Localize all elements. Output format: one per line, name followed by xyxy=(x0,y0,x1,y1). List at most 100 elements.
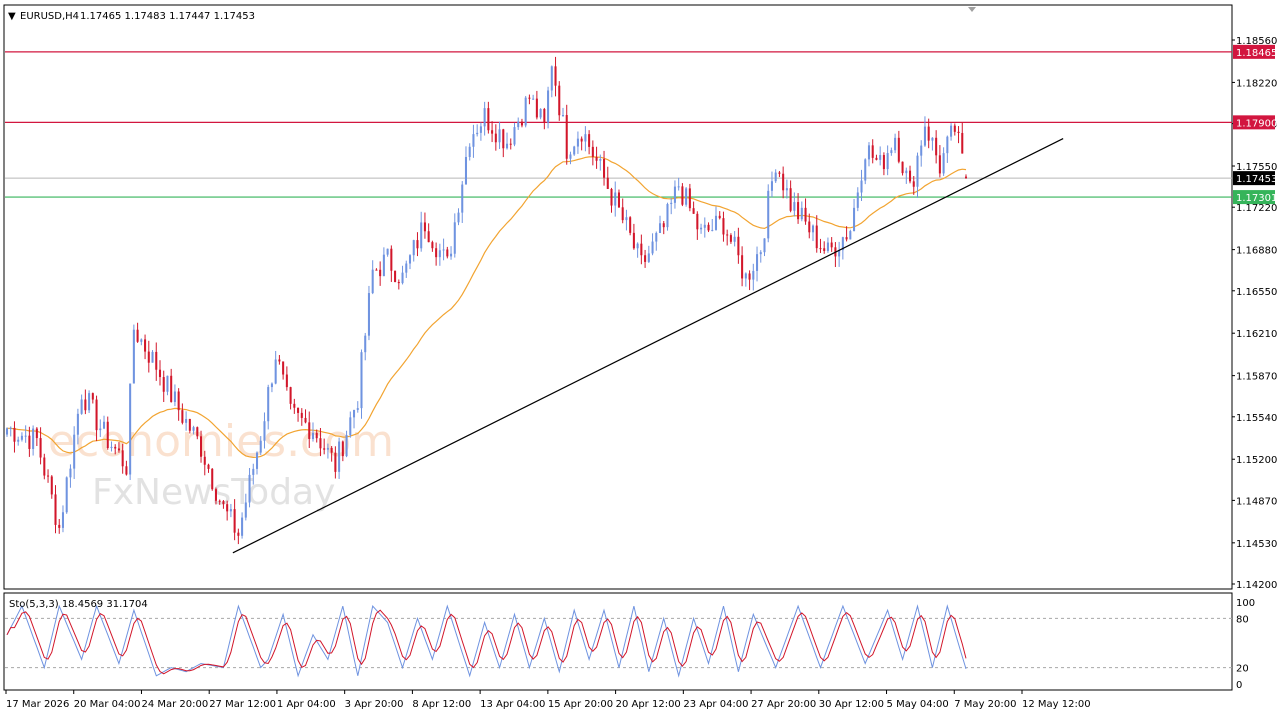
candle-body xyxy=(569,154,572,159)
candle-body xyxy=(595,156,598,161)
chart-symbol: EURUSD,H4 xyxy=(20,11,79,22)
candle-body xyxy=(405,263,408,273)
candle xyxy=(565,104,568,165)
level-tag-current-price xyxy=(1233,171,1275,186)
candle-body xyxy=(696,213,699,230)
candle-body xyxy=(136,329,139,342)
candle xyxy=(450,246,453,260)
candle-body xyxy=(65,477,68,513)
candle-body xyxy=(692,208,695,214)
candle xyxy=(379,261,382,286)
candle-body xyxy=(397,282,400,284)
x-axis-label: 23 Apr 04:00 xyxy=(683,699,748,710)
candle-body xyxy=(759,252,762,255)
x-axis-label: 5 May 04:00 xyxy=(887,699,949,710)
candle-body xyxy=(748,273,751,280)
candle-body xyxy=(420,222,423,249)
candle-body xyxy=(823,248,826,251)
candle-body xyxy=(110,446,113,449)
candle xyxy=(509,138,512,150)
candle xyxy=(192,425,195,435)
candle xyxy=(845,226,848,242)
candle-body xyxy=(886,153,889,170)
stochastic-frame xyxy=(3,592,1233,691)
candle xyxy=(106,416,109,450)
candle xyxy=(47,469,50,483)
candle xyxy=(658,215,662,234)
candle-body xyxy=(890,150,893,154)
candle-body xyxy=(793,202,796,211)
candle-body xyxy=(543,108,546,123)
candle xyxy=(28,426,31,457)
candle-body xyxy=(957,131,960,133)
candle xyxy=(177,388,180,421)
candle-body xyxy=(617,192,620,208)
scroll-marker-icon[interactable] xyxy=(968,7,976,12)
main-chart-frame xyxy=(3,4,1233,590)
candle xyxy=(916,152,919,198)
candle-body xyxy=(804,207,807,222)
candle xyxy=(468,143,471,161)
candle-body xyxy=(841,237,844,251)
candle xyxy=(923,116,926,147)
collapse-arrow-icon[interactable]: ▼ xyxy=(8,11,16,22)
x-axis-label: 1 Apr 04:00 xyxy=(277,699,336,710)
candle-body xyxy=(222,501,225,505)
candle xyxy=(144,334,147,360)
candle xyxy=(472,124,475,158)
candle-body xyxy=(714,215,718,230)
candle-body xyxy=(382,254,385,277)
candle-body xyxy=(479,126,482,133)
candle-body xyxy=(800,207,803,220)
candle-body xyxy=(599,159,602,161)
chart-ohlc: 1.17465 1.17483 1.17447 1.17453 xyxy=(80,11,255,22)
candle xyxy=(800,201,803,222)
candle-body xyxy=(867,145,871,160)
candle-body xyxy=(826,242,829,251)
candle xyxy=(319,428,322,457)
candle xyxy=(282,361,285,380)
candle-body xyxy=(789,188,792,211)
candle-body xyxy=(125,466,128,475)
candle-body xyxy=(588,134,591,147)
candle-body xyxy=(200,436,203,457)
candle xyxy=(729,233,732,244)
candle-body xyxy=(629,217,632,233)
candle xyxy=(382,247,385,277)
candle xyxy=(91,392,94,404)
candle-body xyxy=(565,115,568,159)
y-axis-label: 1.15870 xyxy=(1236,372,1277,383)
candle-body xyxy=(73,434,76,469)
candle xyxy=(408,254,412,270)
y-axis-label: 1.17220 xyxy=(1236,203,1277,214)
candle-body xyxy=(353,409,356,418)
candle-body xyxy=(412,240,415,256)
candle-body xyxy=(334,452,337,472)
candle xyxy=(517,117,520,130)
candle xyxy=(162,370,165,403)
candle-body xyxy=(289,387,292,404)
candle-body xyxy=(763,238,766,253)
candle-body xyxy=(819,248,822,250)
candle-body xyxy=(24,435,27,437)
candle xyxy=(61,505,64,533)
candle-body xyxy=(864,159,867,181)
candle-body xyxy=(297,407,300,413)
candle-body xyxy=(782,173,785,191)
candle-body xyxy=(916,155,919,187)
candle-body xyxy=(636,243,639,249)
candle xyxy=(412,239,415,262)
candle xyxy=(65,476,68,514)
candle xyxy=(569,151,572,165)
candle xyxy=(931,137,934,151)
candle-body xyxy=(647,253,650,262)
candle xyxy=(252,463,255,485)
candle xyxy=(711,219,714,232)
candle-body xyxy=(644,255,647,262)
candle-body xyxy=(345,435,348,457)
candle xyxy=(371,260,374,295)
candle xyxy=(140,338,143,346)
candle-body xyxy=(655,232,658,242)
